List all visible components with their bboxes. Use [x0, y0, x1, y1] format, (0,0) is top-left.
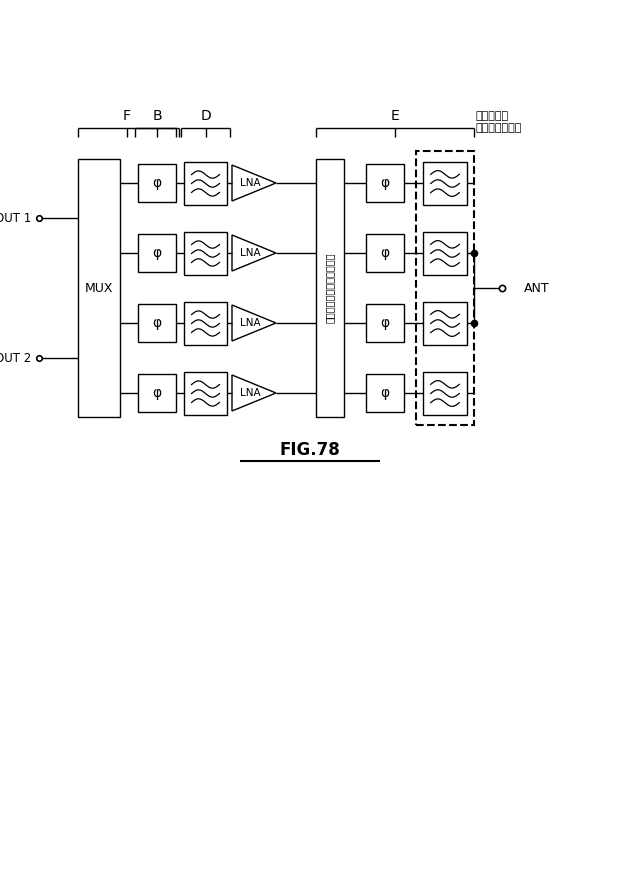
Text: φ: φ — [152, 316, 161, 330]
Text: LNA: LNA — [240, 248, 260, 258]
Bar — [316, 159, 344, 417]
Text: F: F — [123, 109, 131, 123]
Polygon shape — [232, 375, 276, 411]
Bar — [184, 162, 227, 205]
Text: LNA: LNA — [240, 178, 260, 188]
Bar — [423, 302, 467, 345]
Text: φ: φ — [152, 176, 161, 190]
Text: φ: φ — [380, 316, 390, 330]
Text: ANT: ANT — [524, 282, 550, 295]
Bar — [184, 372, 227, 415]
Polygon shape — [232, 235, 276, 271]
Bar — [138, 374, 176, 412]
Bar — [138, 234, 176, 272]
Text: B: B — [152, 109, 162, 123]
Bar — [366, 374, 404, 412]
Text: MUX: MUX — [84, 282, 113, 295]
Text: φ: φ — [380, 176, 390, 190]
Bar — [138, 164, 176, 202]
Polygon shape — [232, 305, 276, 341]
Bar — [78, 159, 120, 417]
Bar — [184, 232, 227, 275]
Text: スイッチングネットワーク: スイッチングネットワーク — [325, 253, 335, 323]
Text: E: E — [390, 109, 399, 123]
Bar — [366, 304, 404, 342]
Text: φ: φ — [152, 246, 161, 260]
Bar — [423, 232, 467, 275]
Bar — [138, 304, 176, 342]
Text: マルチプレクサ: マルチプレクサ — [475, 123, 522, 133]
Text: φ: φ — [380, 386, 390, 400]
Bar — [423, 372, 467, 415]
Text: φ: φ — [380, 246, 390, 260]
Bar — [423, 162, 467, 205]
Bar — [416, 151, 474, 425]
Text: D: D — [200, 109, 211, 123]
Polygon shape — [232, 165, 276, 201]
Text: OUT 1: OUT 1 — [0, 212, 31, 224]
Bar — [366, 234, 404, 272]
Bar — [366, 164, 404, 202]
Text: FIG.78: FIG.78 — [280, 441, 340, 459]
Text: φ: φ — [152, 386, 161, 400]
Bar — [184, 302, 227, 345]
Text: LNA: LNA — [240, 388, 260, 398]
Text: フィルタ／: フィルタ／ — [475, 111, 508, 121]
Text: LNA: LNA — [240, 318, 260, 328]
Text: OUT 2: OUT 2 — [0, 351, 31, 365]
